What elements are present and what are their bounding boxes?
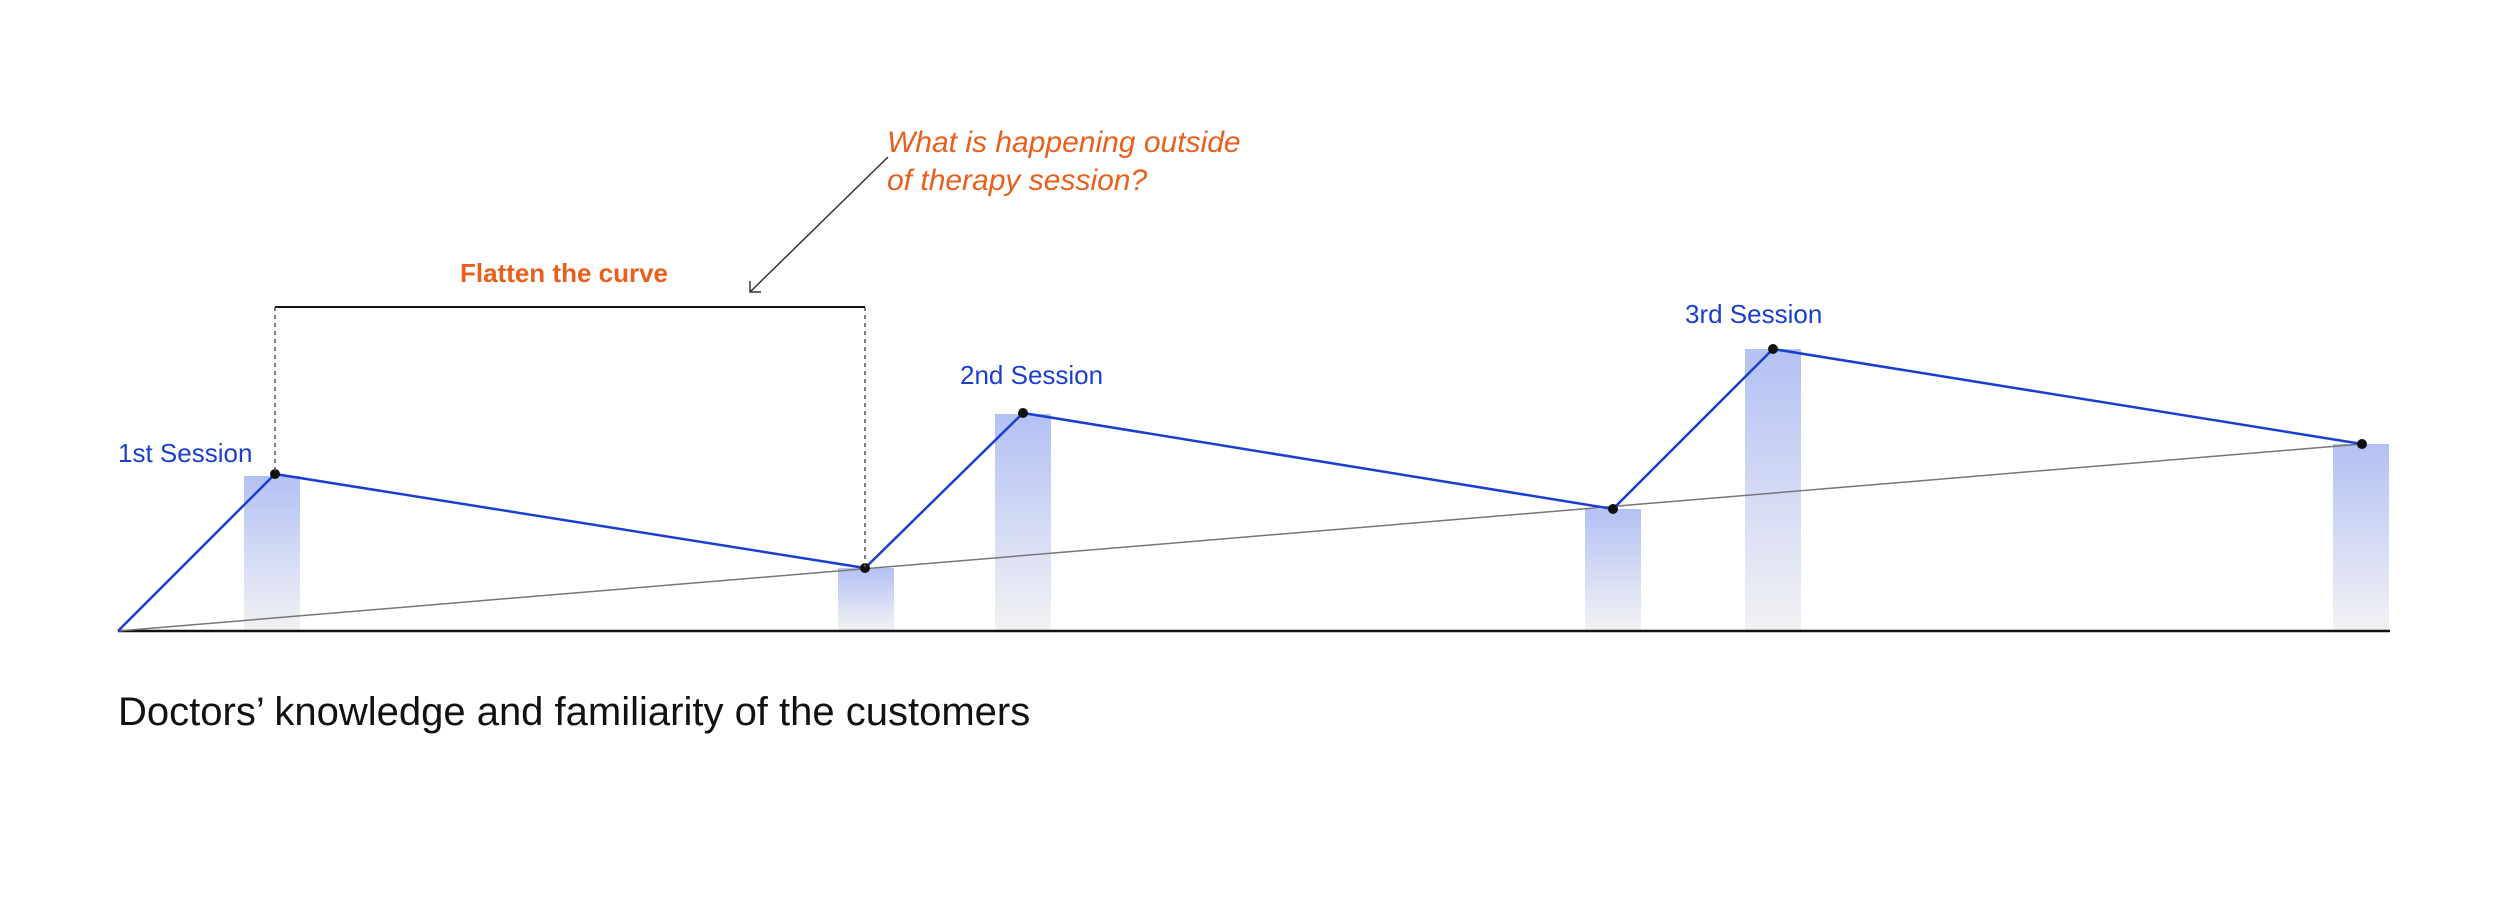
bar-session-1-low — [838, 568, 894, 630]
bar-session-2-low — [1585, 509, 1641, 630]
label-session-2: 2nd Session — [960, 360, 1103, 390]
bar-session-1-peak — [244, 476, 300, 630]
point-4 — [1608, 504, 1618, 514]
annotation-arrow — [749, 156, 889, 293]
label-session-3: 3rd Session — [1685, 299, 1822, 329]
label-flatten: Flatten the curve — [460, 258, 668, 288]
bar-end — [2333, 444, 2389, 630]
point-3 — [1018, 408, 1028, 418]
label-question-line1: What is happening outside — [887, 126, 1241, 159]
label-session-1: 1st Session — [118, 438, 252, 468]
point-5 — [1768, 344, 1778, 354]
knowledge-curve — [117, 347, 2363, 632]
label-question-line2: of therapy session? — [887, 164, 1147, 197]
bar-session-3-peak — [1745, 349, 1801, 630]
caption: Doctors’ knowledge and familiarity of th… — [118, 690, 1031, 734]
point-1 — [270, 469, 280, 479]
bar-session-2-peak — [995, 414, 1051, 630]
trend-line — [117, 443, 2363, 632]
point-2 — [860, 563, 870, 573]
arrow-head-icon — [749, 281, 761, 293]
point-6 — [2357, 439, 2367, 449]
